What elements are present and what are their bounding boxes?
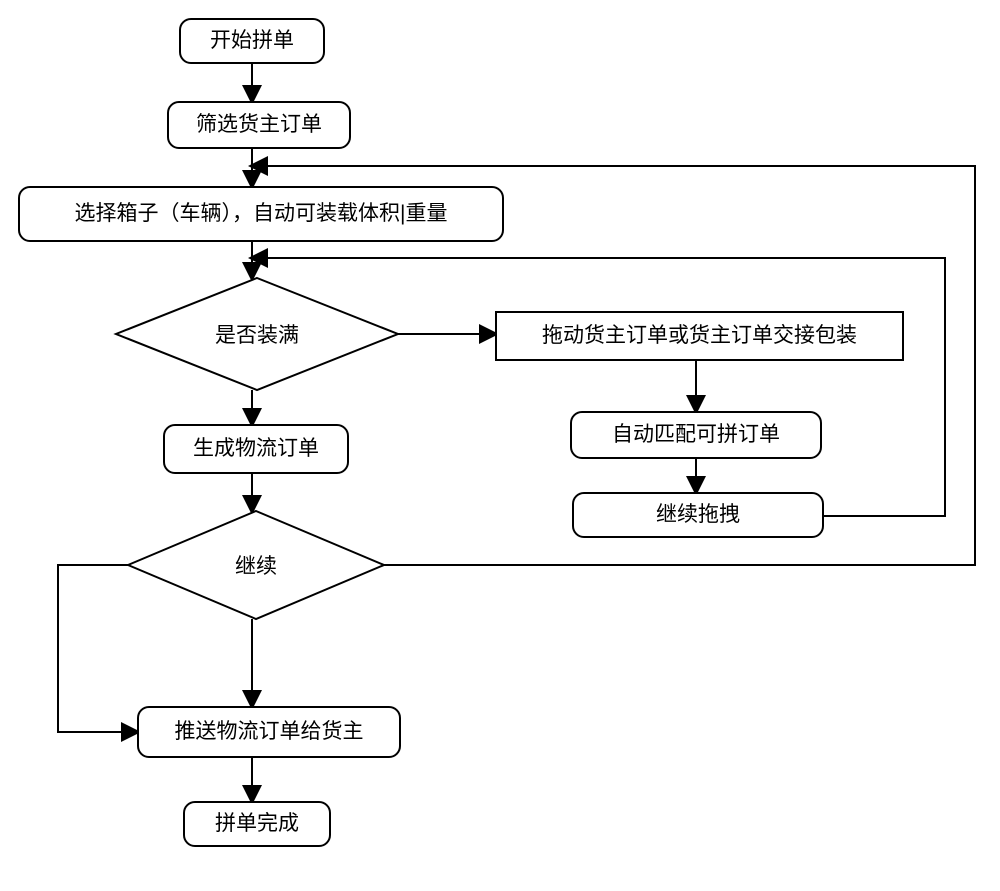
node-is-full: 是否装满: [116, 278, 398, 390]
node-filter-label: 筛选货主订单: [196, 111, 322, 138]
node-gen-order-label: 生成物流订单: [193, 435, 319, 462]
node-drag-order-label: 拖动货主订单或货主订单交接包装: [542, 322, 857, 349]
node-push-order-label: 推送物流订单给货主: [175, 718, 364, 745]
node-push-order: 推送物流订单给货主: [137, 706, 401, 758]
node-continue: 继续: [128, 511, 384, 619]
node-continue-drag: 继续拖拽: [572, 492, 824, 538]
node-filter: 筛选货主订单: [167, 101, 351, 149]
node-done: 拼单完成: [183, 801, 331, 847]
node-start: 开始拼单: [179, 18, 325, 64]
node-is-full-label: 是否装满: [215, 319, 299, 349]
node-auto-match: 自动匹配可拼订单: [570, 411, 822, 459]
node-auto-match-label: 自动匹配可拼订单: [612, 421, 780, 448]
node-gen-order: 生成物流订单: [163, 424, 349, 474]
node-continue-label: 继续: [235, 550, 277, 580]
node-drag-order: 拖动货主订单或货主订单交接包装: [495, 311, 904, 361]
node-done-label: 拼单完成: [215, 810, 299, 837]
node-start-label: 开始拼单: [210, 27, 294, 54]
node-select-box-label: 选择箱子（车辆），自动可装载体积|重量: [75, 200, 448, 227]
node-continue-drag-label: 继续拖拽: [656, 501, 740, 528]
node-select-box: 选择箱子（车辆），自动可装载体积|重量: [18, 186, 504, 242]
